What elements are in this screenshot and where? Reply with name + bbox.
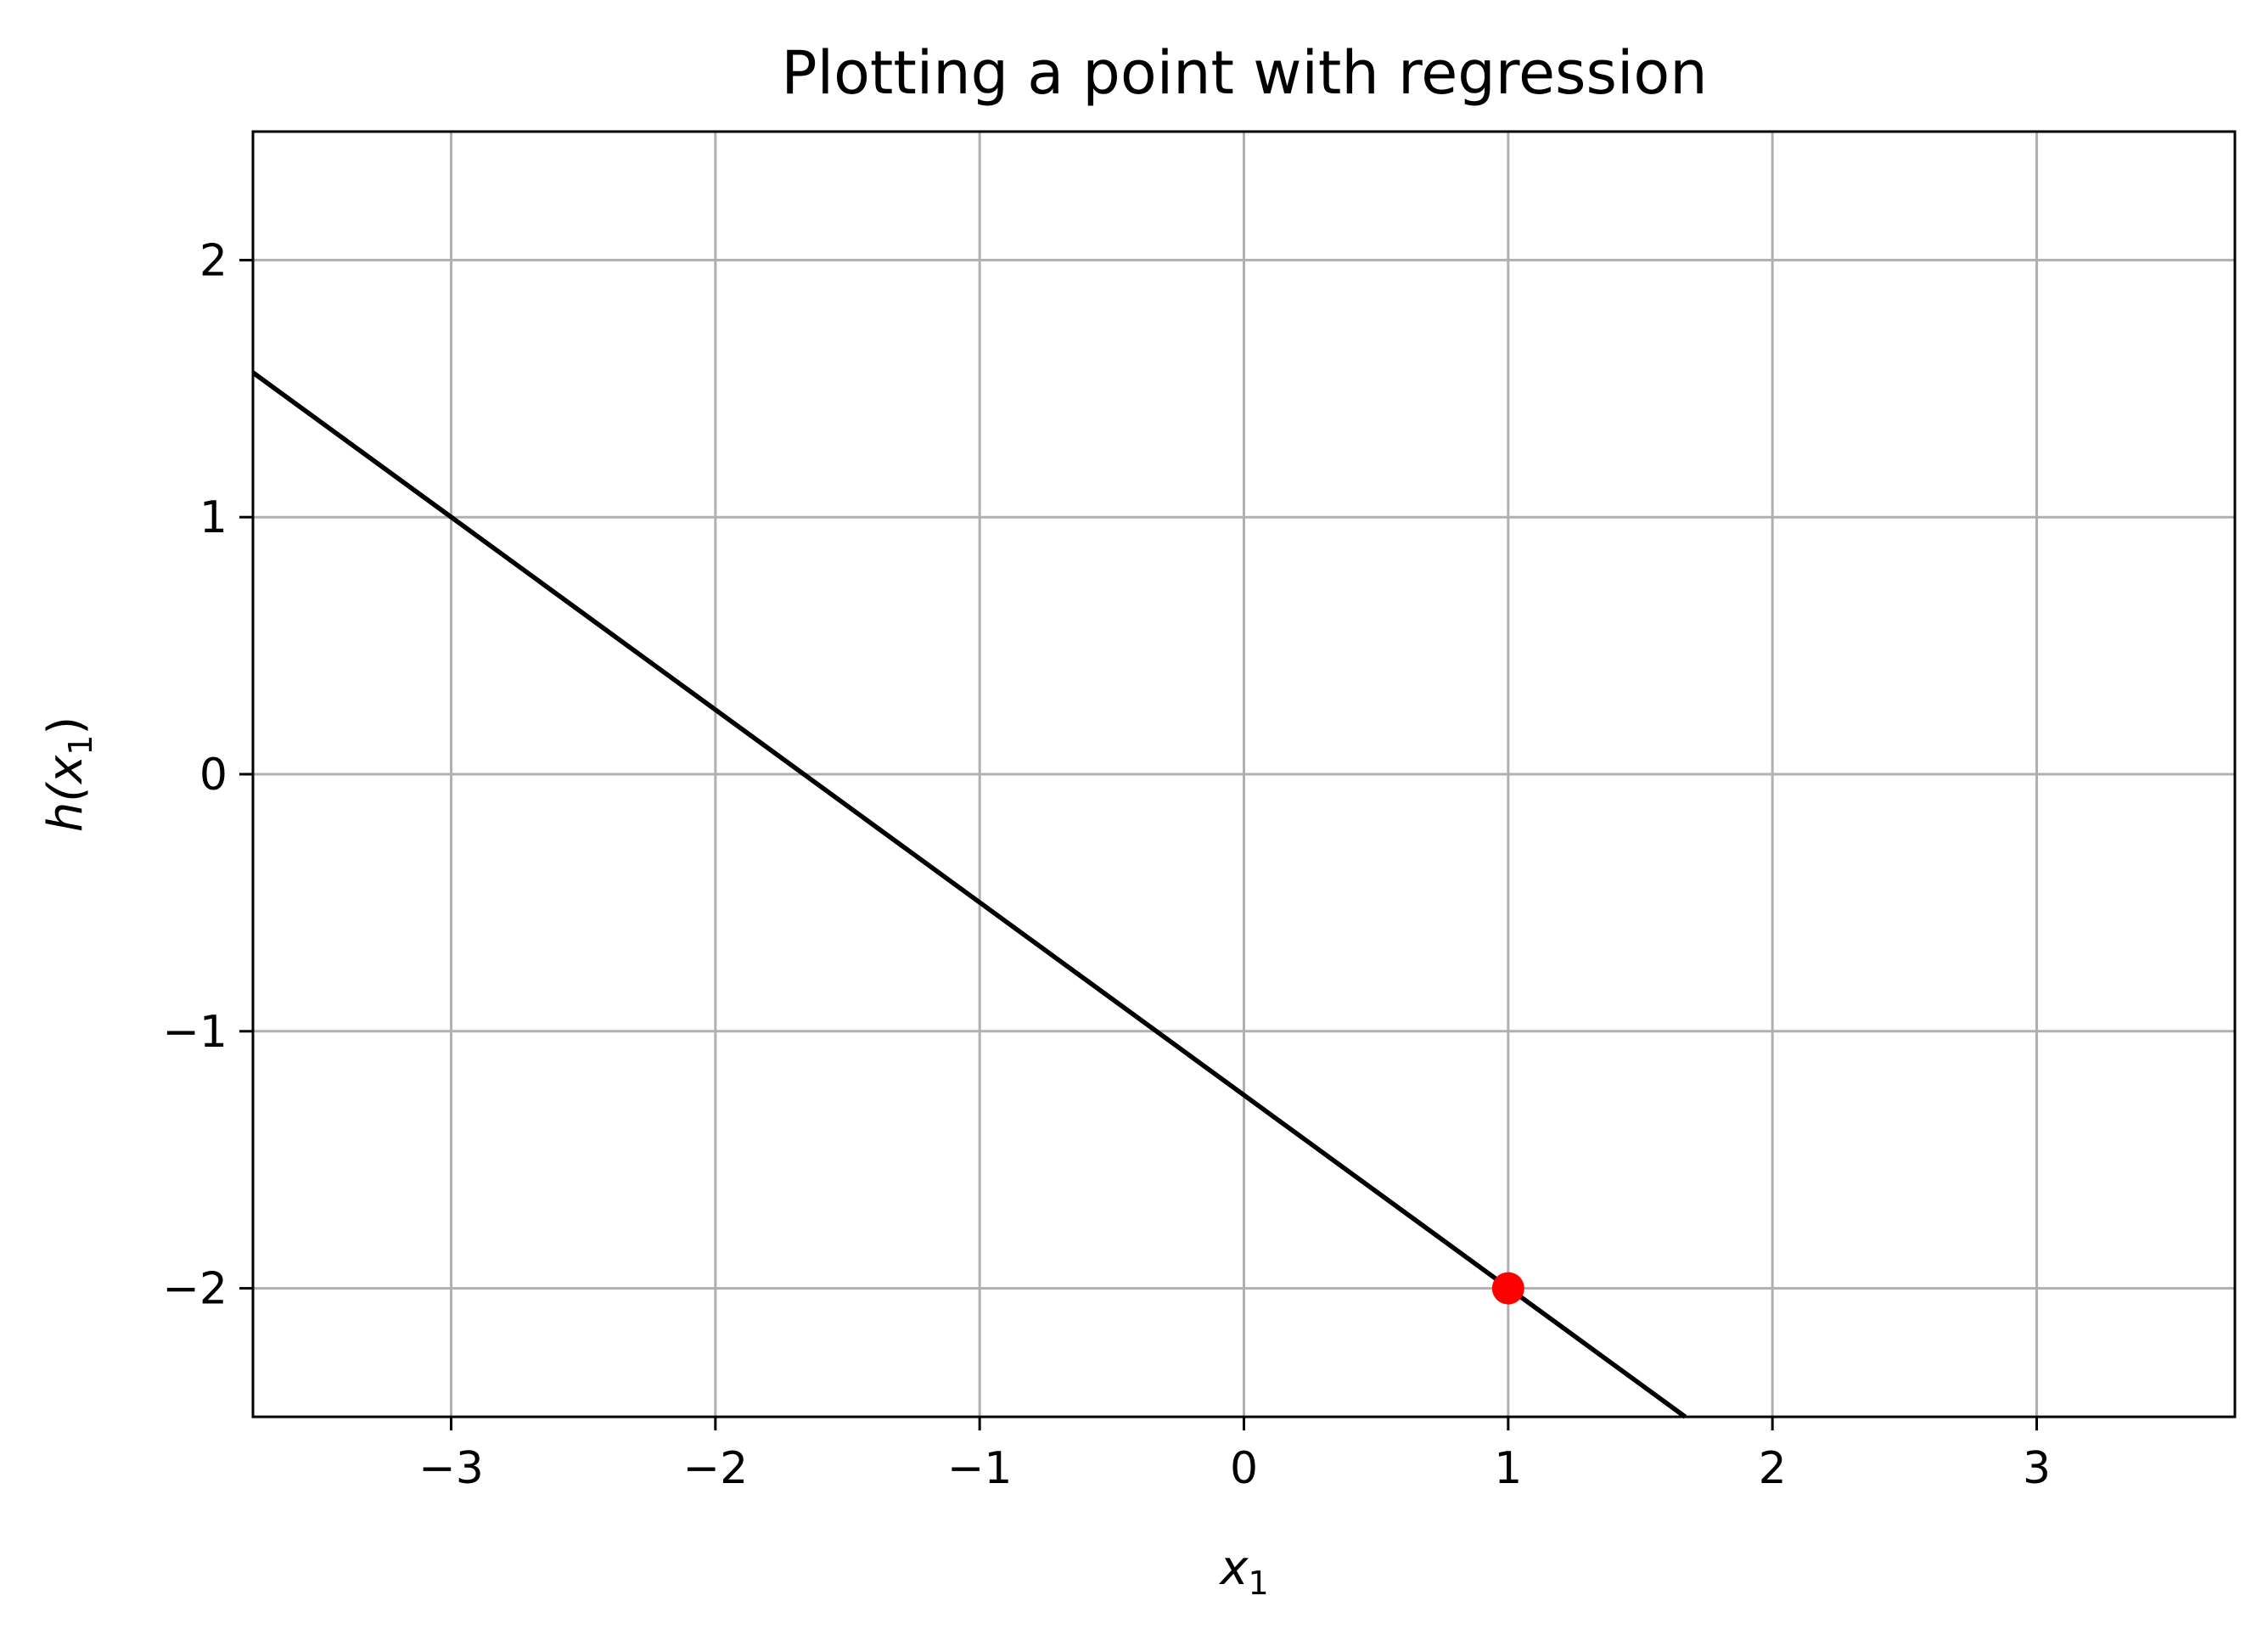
y-tick-label: 0 bbox=[199, 750, 227, 801]
x-tick-label: −2 bbox=[683, 1443, 749, 1494]
regression-line bbox=[251, 370, 1687, 1419]
plot-area bbox=[251, 130, 2237, 1419]
y-axis-label-prefix: h( bbox=[38, 782, 93, 832]
x-tick-label: −1 bbox=[947, 1443, 1013, 1494]
y-axis-label: h(x1) bbox=[38, 716, 99, 833]
chart-title: Plotting a point with regression bbox=[781, 38, 1707, 108]
x-axis-label-base: x bbox=[1218, 1541, 1249, 1596]
y-axis-label-subscript: 1 bbox=[62, 735, 99, 756]
y-axis-label-suffix: ) bbox=[38, 716, 93, 735]
x-axis-label: x1 bbox=[1218, 1541, 1268, 1602]
y-tick-label: 2 bbox=[199, 235, 227, 286]
data-point bbox=[1491, 1272, 1524, 1305]
series-layer bbox=[251, 370, 1687, 1419]
y-tick-label: −1 bbox=[162, 1007, 227, 1058]
x-tick-label: 0 bbox=[1230, 1443, 1258, 1494]
y-axis-label-base: x bbox=[38, 755, 93, 785]
x-tick-label: 1 bbox=[1494, 1443, 1522, 1494]
x-axis: −3 −2 −1 0 1 2 3 bbox=[418, 1417, 2051, 1494]
x-tick-label: 2 bbox=[1759, 1443, 1787, 1494]
y-axis: −2 −1 0 1 2 bbox=[162, 235, 253, 1315]
x-axis-label-subscript: 1 bbox=[1248, 1565, 1268, 1602]
grid-lines bbox=[253, 132, 2235, 1417]
x-tick-label: −3 bbox=[418, 1443, 484, 1494]
x-tick-label: 3 bbox=[2023, 1443, 2051, 1494]
y-tick-label: 1 bbox=[199, 492, 227, 543]
y-tick-label: −2 bbox=[162, 1264, 227, 1315]
